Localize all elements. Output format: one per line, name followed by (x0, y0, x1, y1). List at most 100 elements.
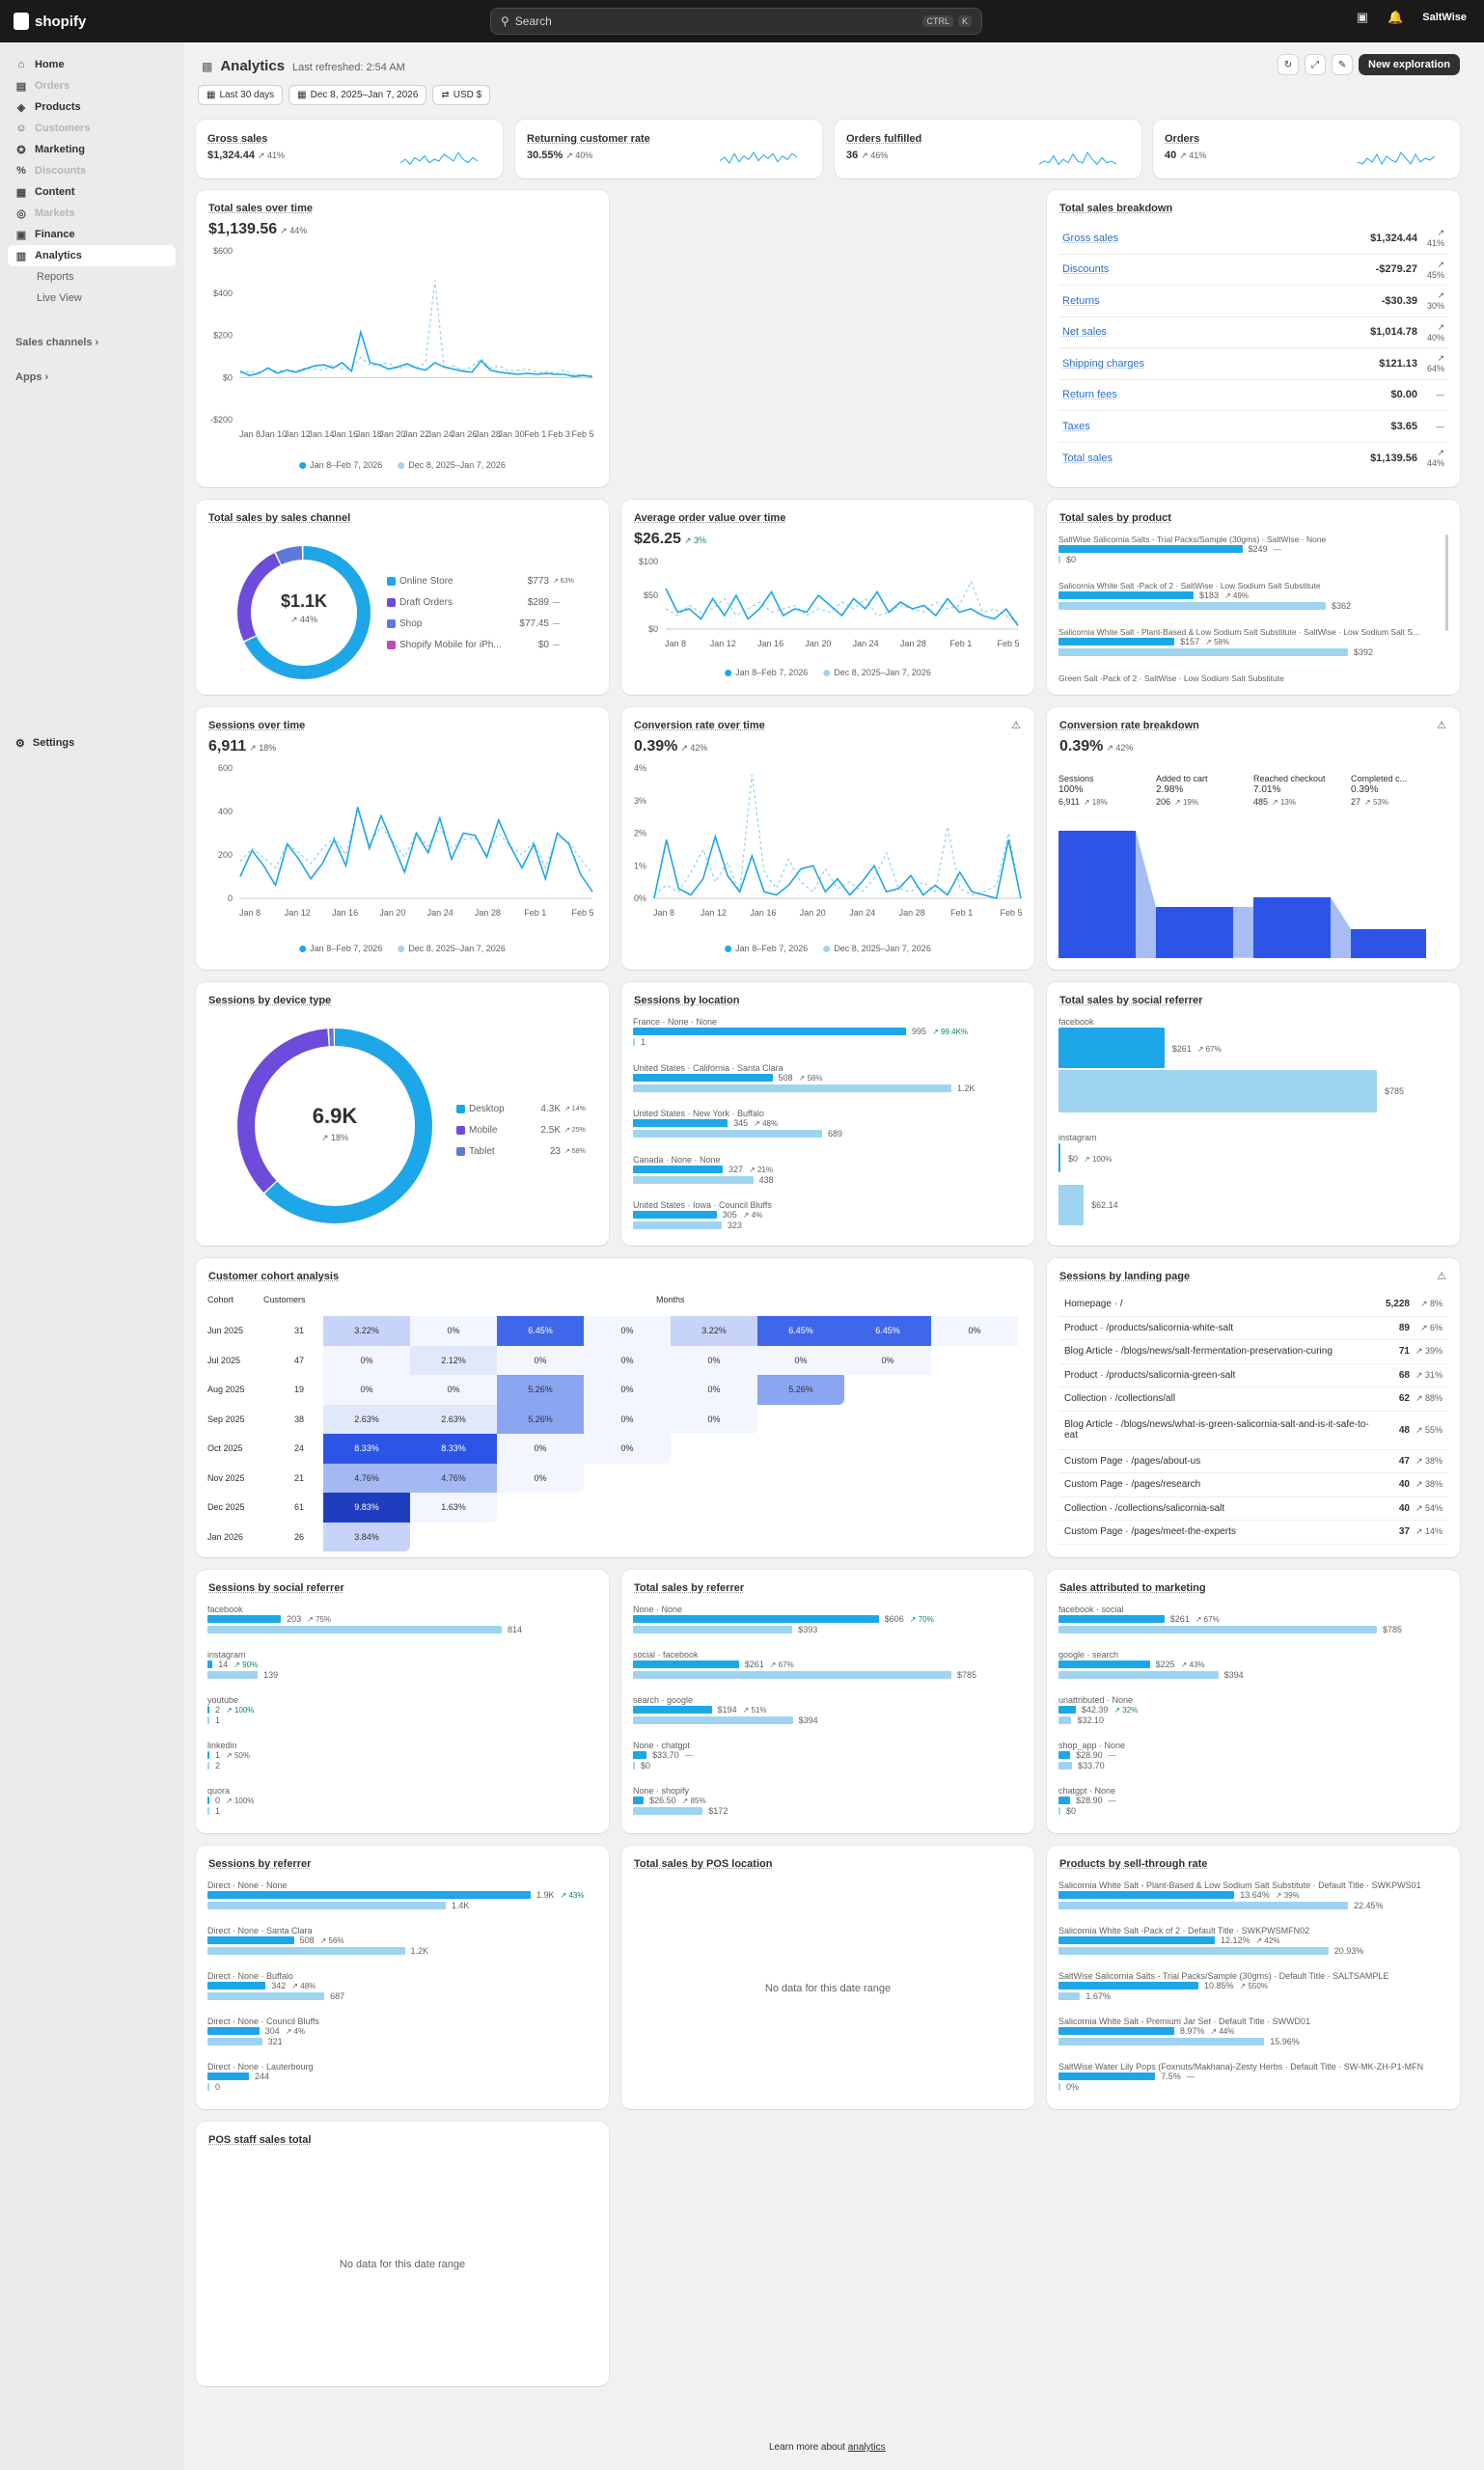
conversion-breakdown-card[interactable]: Conversion rate breakdown ⚠ 0.39% ↗ 42% S… (1047, 707, 1460, 970)
current-bar[interactable] (633, 1073, 773, 1082)
previous-bar[interactable] (633, 1807, 703, 1815)
sales-by-referrer-card[interactable]: Total sales by referrer None · None $606 ↗… (621, 1570, 1034, 1833)
previous-bar[interactable] (633, 1626, 793, 1633)
breakdown-name[interactable]: Return fees (1062, 389, 1117, 401)
current-bar[interactable] (207, 1936, 294, 1944)
legend-item[interactable]: Draft Orders $289— (387, 591, 580, 613)
breakdown-row[interactable]: Net sales $1,014.78 ↗ 40% (1058, 317, 1448, 348)
current-bar[interactable] (1058, 1982, 1198, 1990)
sessions-by-social-referrer-card[interactable]: Sessions by social referrer facebook 203 ↗… (196, 1570, 609, 1833)
marketing-card[interactable]: Sales attributed to marketing facebook ·… (1047, 1570, 1460, 1833)
sidebar-item-discounts[interactable]: % Discounts (16, 165, 87, 177)
cohort-cell[interactable]: 0% (844, 1345, 931, 1375)
kpi-card-returning-customer-rate[interactable]: Returning customer rate 30.55% ↗ 40% (515, 120, 822, 178)
table-row[interactable]: Custom Page · /pages/research 40 ↗ 38% (1058, 1473, 1448, 1497)
legend-item[interactable]: Shop $77.45— (387, 613, 580, 634)
current-bar[interactable] (633, 1751, 647, 1759)
sidebar-item-reports[interactable]: Reports (37, 271, 74, 283)
previous-bar[interactable] (1058, 648, 1348, 656)
store-name[interactable]: SaltWise (1422, 12, 1467, 23)
sidebar-item-sales-channels[interactable]: Sales channels › (15, 337, 99, 348)
cohort-cell[interactable]: 6.45% (757, 1316, 844, 1346)
previous-bar[interactable] (207, 1807, 209, 1815)
previous-bar[interactable] (207, 1671, 259, 1679)
sales-by-channel-card[interactable]: Total sales by sales channel $1.1K ↗ 44%… (196, 500, 609, 695)
sidebar-item-finance[interactable]: ▣ Finance (15, 229, 75, 241)
scrollbar[interactable] (1445, 535, 1448, 631)
sales-breakdown-card[interactable]: Total sales breakdown Gross sales $1,324.… (1047, 190, 1460, 487)
funnel-bar[interactable] (1156, 907, 1233, 958)
cohort-cell[interactable]: 0% (410, 1375, 497, 1405)
previous-bar[interactable] (1058, 2038, 1265, 2045)
current-bar[interactable] (207, 1982, 266, 1990)
cohort-cell[interactable]: 9.83% (323, 1493, 410, 1523)
previous-bar[interactable] (1058, 1671, 1219, 1679)
current-bar[interactable] (633, 1660, 739, 1668)
table-row[interactable]: Product · /products/salicornia-green-sal… (1058, 1364, 1448, 1387)
previous-bar[interactable] (633, 1084, 951, 1092)
current-bar[interactable] (633, 1165, 724, 1173)
previous-bar[interactable] (633, 1221, 722, 1229)
compare-dates-button[interactable]: ▦ Dec 8, 2025–Jan 7, 2026 (289, 85, 427, 105)
cohort-cell[interactable]: 0% (410, 1316, 497, 1346)
breakdown-name[interactable]: Total sales (1062, 452, 1113, 464)
current-bar[interactable] (207, 2072, 250, 2080)
cohort-cell[interactable]: 0% (584, 1375, 671, 1405)
cohort-cell[interactable]: 0% (584, 1345, 671, 1375)
aov-card[interactable]: Average order value over time $26.25 ↗ 3%… (621, 500, 1034, 695)
breakdown-name[interactable]: Taxes (1062, 420, 1090, 432)
sidebar-item-marketing[interactable]: ✪ Marketing (16, 144, 85, 156)
cohort-cell[interactable]: 0% (931, 1316, 1018, 1346)
previous-bar[interactable] (1058, 1070, 1377, 1112)
previous-bar[interactable] (1058, 1716, 1072, 1724)
new-exploration-button[interactable]: New exploration (1359, 54, 1460, 75)
current-bar[interactable] (1058, 1615, 1165, 1623)
cohort-cell[interactable]: 3.22% (671, 1316, 757, 1346)
breakdown-name[interactable]: Gross sales (1062, 232, 1119, 244)
cohort-cell[interactable]: 8.33% (323, 1434, 410, 1464)
cohort-cell[interactable]: 0% (671, 1375, 757, 1405)
current-bar[interactable] (633, 1706, 712, 1714)
breakdown-row[interactable]: Discounts -$279.27 ↗ 45% (1058, 255, 1448, 286)
table-row[interactable]: Custom Page · /pages/meet-the-experts 37 ↗… (1058, 1521, 1448, 1545)
edit-icon[interactable]: ✎ (1332, 54, 1354, 75)
cohort-cell[interactable]: 0% (584, 1434, 671, 1464)
current-bar[interactable] (1058, 638, 1175, 645)
current-bar[interactable] (633, 1615, 879, 1623)
previous-bar[interactable] (1058, 2083, 1060, 2091)
table-row[interactable]: Blog Article · /blogs/news/salt-fermenta… (1058, 1340, 1448, 1364)
cohort-cell[interactable]: 3.22% (323, 1316, 410, 1346)
previous-bar[interactable] (633, 1175, 754, 1184)
table-row[interactable]: Collection · /collections/all 62 ↗ 88% (1058, 1387, 1448, 1412)
pos-staff-card[interactable]: POS staff sales total No data for this d… (196, 2122, 609, 2386)
breakdown-name[interactable]: Discounts (1062, 263, 1110, 276)
current-bar[interactable] (1058, 545, 1243, 553)
kpi-card-gross-sales[interactable]: Gross sales $1,324.44 ↗ 41% (196, 120, 503, 178)
current-bar[interactable] (633, 1797, 645, 1804)
legend-item[interactable]: Shopify Mobile for iPh... $0— (387, 634, 580, 655)
sidebar-item-analytics[interactable]: ▥ Analytics (8, 245, 176, 266)
cohort-cell[interactable]: 0% (323, 1375, 410, 1405)
cohort-cell[interactable]: 0% (584, 1404, 671, 1434)
sidebar-item-content[interactable]: ▦ Content (15, 186, 75, 199)
cohort-cell[interactable]: 0% (497, 1345, 584, 1375)
previous-bar[interactable] (633, 1130, 822, 1138)
sidebar-item-home[interactable]: ⌂ Home (8, 54, 176, 75)
current-bar[interactable] (1058, 591, 1195, 599)
cohort-cell[interactable]: 6.45% (497, 1316, 584, 1346)
current-bar[interactable] (633, 1028, 907, 1035)
cohort-cell[interactable]: 2.12% (410, 1345, 497, 1375)
previous-bar[interactable] (207, 1762, 209, 1770)
cohort-card[interactable]: Customer cohort analysis Cohort Customers… (196, 1258, 1034, 1557)
current-bar[interactable] (1058, 1936, 1215, 1944)
cohort-cell[interactable]: 6.45% (844, 1316, 931, 1346)
previous-bar[interactable] (1058, 1902, 1348, 1909)
cohort-cell[interactable]: 0% (671, 1345, 757, 1375)
legend-item[interactable]: Desktop 4.3K ↗ 14% (456, 1098, 591, 1119)
breakdown-row[interactable]: Return fees $0.00 — (1058, 380, 1448, 411)
cohort-cell[interactable]: 0% (497, 1434, 584, 1464)
previous-bar[interactable] (1058, 1947, 1329, 1955)
legend-item[interactable]: Mobile 2.5K ↗ 25% (456, 1119, 591, 1140)
funnel-bar[interactable] (1058, 831, 1136, 958)
search-input[interactable]: ⚲ Search CTRL K (490, 8, 982, 35)
